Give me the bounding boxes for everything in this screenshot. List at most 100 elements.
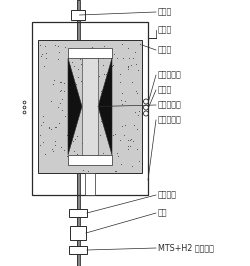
Point bbox=[52, 78, 56, 82]
Point bbox=[128, 138, 132, 143]
Point bbox=[38, 143, 42, 147]
Point bbox=[68, 64, 72, 68]
Point bbox=[53, 139, 57, 143]
Point bbox=[71, 139, 75, 144]
Point bbox=[90, 44, 94, 49]
Point bbox=[97, 162, 101, 167]
Point bbox=[42, 64, 46, 68]
Point bbox=[72, 64, 76, 68]
Point bbox=[132, 123, 136, 127]
Point bbox=[118, 80, 122, 84]
Point bbox=[38, 133, 42, 137]
Point bbox=[122, 133, 126, 137]
Point bbox=[114, 169, 117, 173]
Point bbox=[76, 74, 80, 79]
Point bbox=[95, 157, 99, 161]
Point bbox=[57, 121, 61, 125]
Point bbox=[82, 116, 86, 120]
Point bbox=[51, 149, 55, 153]
Point bbox=[115, 151, 119, 156]
Point bbox=[112, 168, 116, 173]
Bar bbox=[68, 48, 112, 58]
Point bbox=[130, 164, 134, 168]
Point bbox=[56, 57, 60, 61]
Point bbox=[130, 80, 134, 84]
Point bbox=[74, 94, 78, 98]
Point bbox=[118, 138, 122, 142]
Point bbox=[64, 154, 68, 158]
Point bbox=[114, 132, 117, 136]
Point bbox=[78, 57, 82, 61]
Point bbox=[77, 155, 81, 160]
Point bbox=[70, 88, 74, 92]
Point bbox=[111, 63, 115, 68]
Point bbox=[80, 140, 84, 145]
Point bbox=[38, 43, 42, 48]
Text: 感应圈: 感应圈 bbox=[158, 85, 172, 94]
Point bbox=[56, 105, 60, 109]
Bar bbox=[71, 10, 85, 20]
Point bbox=[126, 147, 130, 151]
Bar bbox=[82, 58, 98, 155]
Bar bbox=[32, 22, 148, 195]
Point bbox=[70, 60, 74, 65]
Point bbox=[98, 133, 102, 138]
Text: 石墨感应器: 石墨感应器 bbox=[158, 70, 182, 80]
Point bbox=[96, 90, 100, 94]
Point bbox=[128, 144, 132, 148]
Point bbox=[60, 107, 64, 112]
Text: 石英反应室: 石英反应室 bbox=[158, 115, 182, 124]
Point bbox=[136, 113, 140, 117]
Point bbox=[50, 147, 54, 151]
Text: 氮气入口: 氮气入口 bbox=[158, 190, 177, 200]
Text: 推杆: 推杆 bbox=[158, 209, 168, 218]
Text: MTS+H2 的引入管: MTS+H2 的引入管 bbox=[158, 243, 214, 252]
Point bbox=[129, 137, 133, 142]
Point bbox=[101, 150, 105, 155]
Point bbox=[78, 48, 82, 52]
Point bbox=[72, 149, 76, 153]
Bar bbox=[38, 40, 142, 173]
Point bbox=[53, 125, 57, 129]
Point bbox=[59, 145, 63, 149]
Point bbox=[49, 126, 53, 131]
Point bbox=[115, 56, 119, 60]
Point bbox=[134, 62, 138, 66]
Point bbox=[63, 44, 67, 49]
Point bbox=[100, 161, 104, 166]
Point bbox=[126, 144, 130, 148]
Point bbox=[90, 57, 94, 61]
Point bbox=[127, 56, 131, 61]
Point bbox=[40, 140, 44, 144]
Polygon shape bbox=[68, 58, 82, 155]
Point bbox=[98, 47, 102, 51]
Point bbox=[105, 88, 109, 92]
Point bbox=[133, 110, 137, 114]
Point bbox=[99, 119, 103, 123]
Point bbox=[116, 153, 120, 158]
Point bbox=[123, 122, 127, 127]
Point bbox=[138, 42, 142, 46]
Point bbox=[101, 158, 105, 163]
Point bbox=[85, 72, 89, 76]
Point bbox=[98, 89, 102, 93]
Text: 隔热层: 隔热层 bbox=[158, 45, 172, 55]
Point bbox=[110, 64, 114, 68]
Point bbox=[126, 67, 130, 72]
Point bbox=[136, 68, 140, 72]
Point bbox=[120, 42, 124, 46]
Point bbox=[68, 72, 72, 76]
Point bbox=[84, 144, 88, 148]
Point bbox=[90, 55, 94, 59]
Point bbox=[58, 80, 62, 84]
Point bbox=[104, 88, 108, 92]
Point bbox=[47, 126, 51, 130]
Point bbox=[65, 133, 69, 138]
Text: 模子和基底: 模子和基底 bbox=[158, 101, 182, 110]
Point bbox=[106, 109, 110, 113]
Point bbox=[75, 152, 79, 156]
Point bbox=[101, 158, 105, 162]
Point bbox=[134, 91, 138, 95]
Point bbox=[97, 74, 101, 78]
Point bbox=[79, 79, 83, 84]
